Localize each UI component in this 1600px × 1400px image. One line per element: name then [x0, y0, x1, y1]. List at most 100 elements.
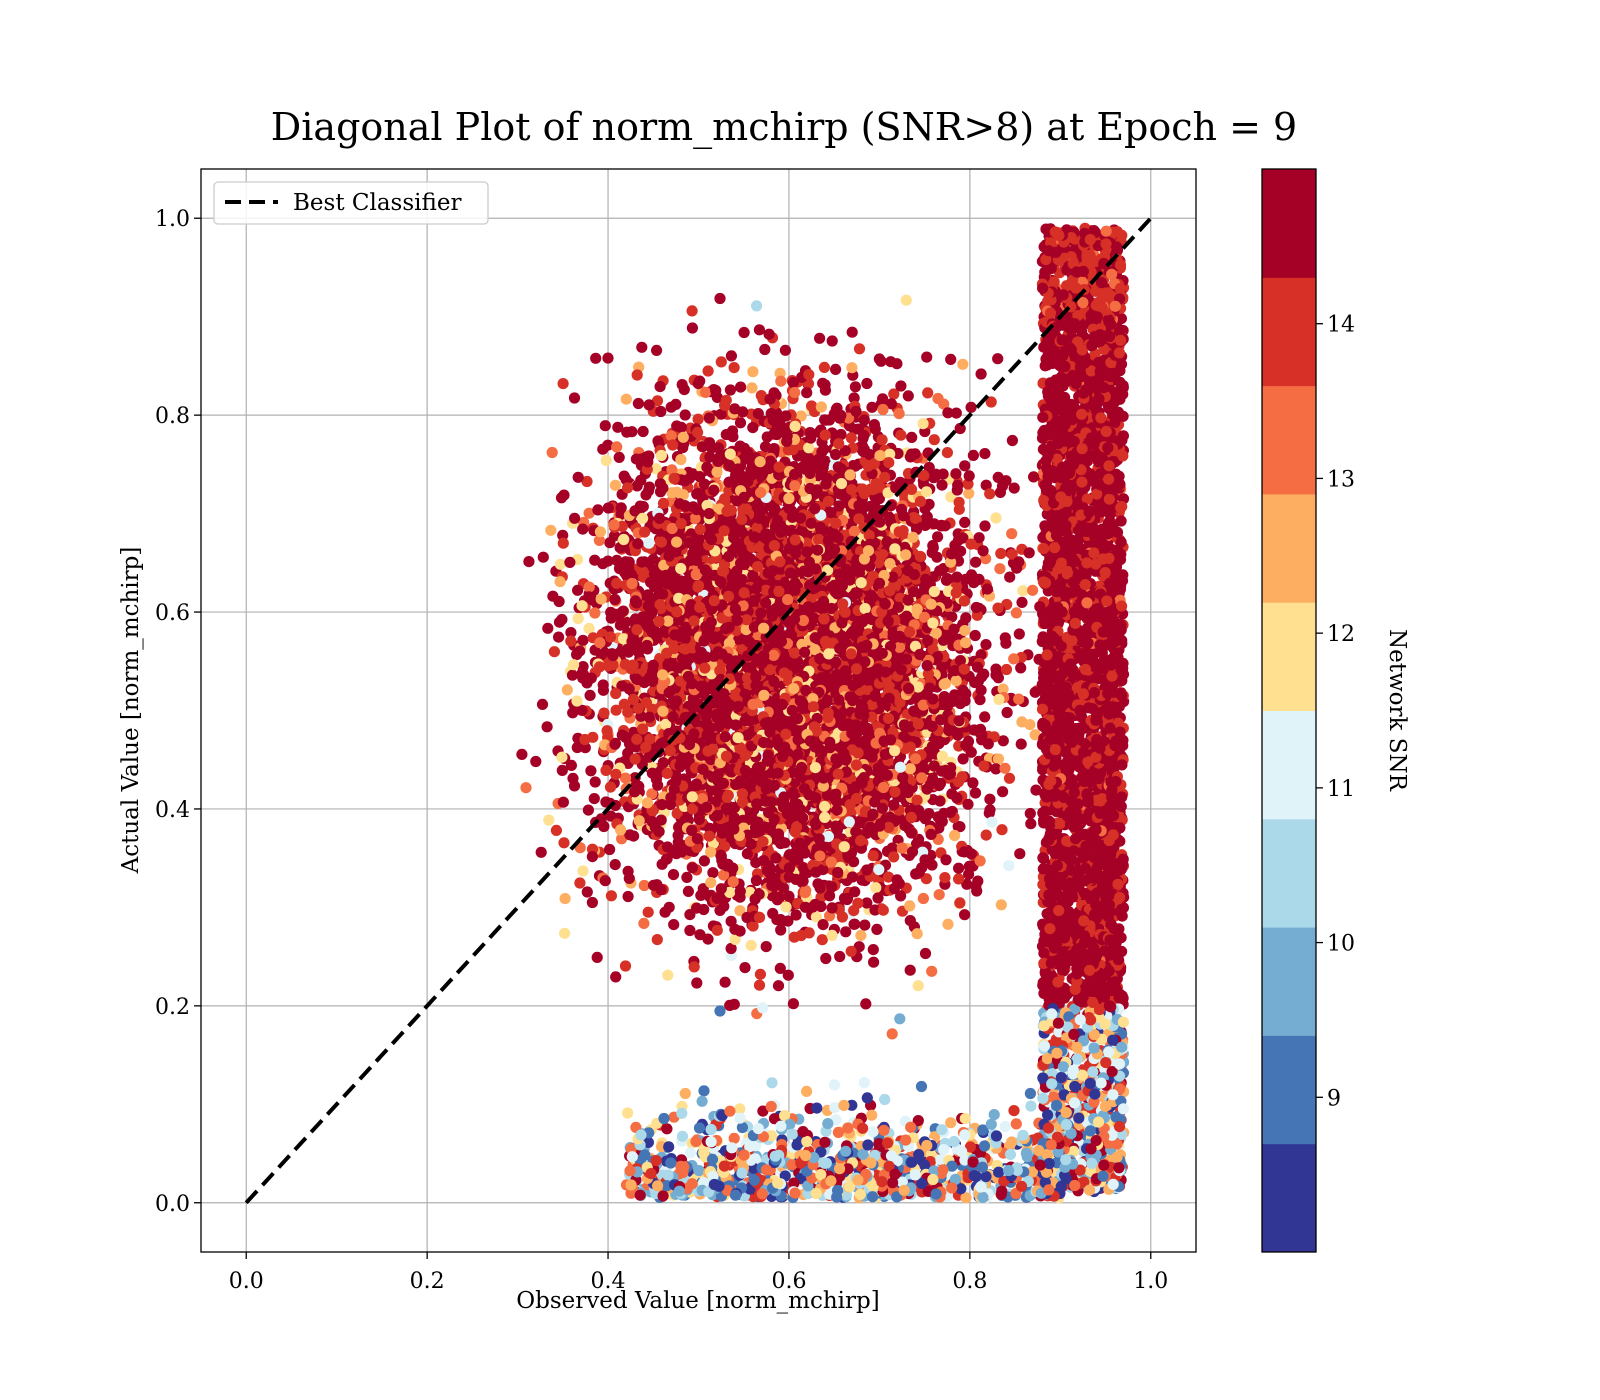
scatter-point: [963, 487, 975, 499]
scatter-point: [702, 365, 714, 377]
scatter-point: [571, 741, 583, 754]
scatter-point: [616, 833, 628, 845]
scatter-point: [810, 911, 823, 923]
scatter-point: [650, 463, 662, 475]
scatter-point: [622, 1107, 634, 1119]
scatter-point: [576, 704, 588, 717]
scatter-point: [915, 1080, 928, 1093]
scatter-point: [602, 352, 614, 364]
scatter-point: [1115, 313, 1127, 325]
scatter-point: [572, 612, 584, 625]
scatter-point: [818, 361, 831, 373]
scatter-point: [959, 460, 971, 472]
scatter-point: [974, 694, 986, 706]
scatter-point: [590, 352, 602, 364]
scatter-point: [996, 824, 1008, 836]
scatter-point: [621, 426, 633, 438]
scatter-point: [871, 923, 883, 936]
scatter-point: [747, 422, 759, 434]
scatter-point: [715, 408, 727, 420]
scatter-point: [860, 998, 872, 1010]
scatter-point: [1114, 554, 1127, 566]
scatter-point: [609, 859, 621, 871]
scatter-point: [790, 909, 802, 921]
scatter-point: [631, 369, 643, 381]
scatter-point: [661, 1123, 673, 1135]
scatter-point: [824, 890, 836, 902]
scatter-point: [855, 929, 867, 942]
scatter-point: [801, 1085, 813, 1097]
scatter-point: [904, 964, 916, 976]
scatter-point: [530, 755, 542, 768]
scatter-point: [1003, 860, 1015, 872]
scatter-point: [957, 753, 969, 765]
scatter-point: [869, 904, 881, 916]
scatter-point: [941, 447, 954, 459]
scatter-point: [572, 584, 584, 596]
scatter-point: [763, 328, 775, 340]
scatter-point: [571, 695, 583, 707]
scatter-point: [586, 896, 599, 909]
scatter-point: [747, 920, 759, 932]
scatter-point: [961, 878, 973, 890]
scatter-point: [537, 551, 549, 563]
scatter-point: [536, 698, 549, 711]
scatter-point: [735, 381, 747, 393]
scatter-point: [1024, 807, 1036, 820]
scatter-point: [728, 1132, 740, 1144]
scatter-point: [757, 1105, 769, 1117]
scatter-point: [1025, 1100, 1037, 1112]
scatter-point: [984, 488, 996, 500]
scatter-point: [814, 332, 826, 344]
scatter-point: [917, 892, 930, 905]
scatter-point: [977, 545, 989, 557]
scatter-point: [565, 759, 578, 772]
scatter-point: [567, 707, 579, 719]
scatter-point: [1029, 729, 1041, 741]
scatter-point: [559, 927, 571, 939]
scatter-point: [779, 344, 792, 356]
scatter-point: [724, 384, 737, 396]
scatter-point: [686, 305, 698, 317]
scatter-point: [1013, 628, 1025, 640]
scatter-points: [516, 222, 1130, 1204]
scatter-point: [953, 873, 965, 885]
scatter-point: [611, 441, 623, 453]
scatter-point: [684, 924, 696, 937]
scatter-point: [939, 872, 951, 884]
scatter-point: [604, 781, 617, 793]
scatter-point: [997, 786, 1009, 798]
scatter-point: [686, 322, 699, 334]
scatter-point: [846, 326, 858, 338]
scatter-point: [688, 961, 700, 973]
scatter-point: [604, 537, 616, 549]
scatter-point: [600, 764, 612, 777]
scatter-point: [734, 905, 746, 917]
scatter-point: [967, 777, 979, 789]
scatter-point: [1027, 584, 1039, 596]
scatter-point: [604, 843, 616, 856]
scatter-point: [600, 454, 612, 467]
scatter-point: [992, 753, 1005, 765]
scatter-point: [816, 934, 828, 946]
scatter-point: [1015, 738, 1027, 750]
scatter-point: [1017, 585, 1029, 597]
scatter-point: [651, 344, 663, 356]
scatter-point: [556, 613, 568, 626]
scatter-point: [1006, 434, 1019, 447]
scatter-point: [599, 420, 611, 432]
scatter-point: [707, 867, 719, 879]
scatter-point: [902, 390, 914, 402]
scatter-point: [771, 914, 783, 926]
scatter-point: [997, 735, 1009, 747]
scatter-point: [980, 479, 992, 491]
scatter-point: [657, 497, 670, 509]
scatter-point: [698, 1085, 710, 1097]
scatter-point: [766, 1077, 778, 1089]
scatter-point: [1024, 1087, 1036, 1100]
scatter-point: [581, 475, 593, 488]
scatter-point: [613, 451, 625, 463]
scatter-point: [765, 1100, 777, 1113]
scatter-point: [556, 764, 568, 777]
scatter-point: [642, 906, 654, 918]
